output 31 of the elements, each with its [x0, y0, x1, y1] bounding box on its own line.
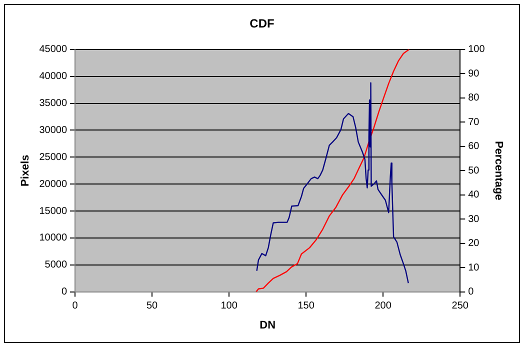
- y-tick-label: 10000: [39, 232, 68, 244]
- y2-tick-label: 90: [468, 68, 480, 80]
- x-tick-label: 0: [72, 300, 78, 312]
- x-tick-label: 150: [298, 300, 315, 312]
- y2-tick-label: 60: [468, 141, 480, 152]
- chart-title: CDF: [250, 16, 274, 31]
- y2-tick-label: 0: [468, 286, 474, 298]
- x-tick-label: 250: [452, 300, 469, 312]
- y-tick-label: 15000: [39, 206, 68, 217]
- y2-axis-title: Percentage: [492, 140, 504, 200]
- y2-tick-label: 100: [468, 44, 486, 56]
- y2-tick-label: 70: [468, 116, 480, 128]
- y2-tick-label: 40: [468, 190, 480, 201]
- y-tick-label: 5000: [44, 260, 68, 271]
- y2-tick-label: 80: [468, 92, 480, 104]
- y-tick-label: 0: [61, 286, 68, 298]
- y-tick-label: 20000: [39, 178, 68, 190]
- y-tick-label: 35000: [39, 98, 68, 110]
- y-tick-label: 45000: [39, 44, 68, 56]
- y-tick-label: 40000: [39, 71, 68, 82]
- y2-tick-label: 50: [468, 165, 480, 176]
- x-tick-label: 50: [146, 300, 158, 312]
- y2-tick-label: 20: [468, 238, 480, 250]
- x-axis-title: DN: [260, 319, 276, 332]
- y-axis-title: Pixels: [20, 154, 32, 187]
- y2-tick-label: 10: [468, 262, 480, 274]
- y-tick-label: 30000: [39, 124, 68, 136]
- x-tick-label: 200: [374, 300, 392, 312]
- y-tick-label: 25000: [39, 152, 68, 163]
- y2-tick-label: 30: [468, 214, 480, 225]
- x-tick-label: 100: [220, 300, 238, 312]
